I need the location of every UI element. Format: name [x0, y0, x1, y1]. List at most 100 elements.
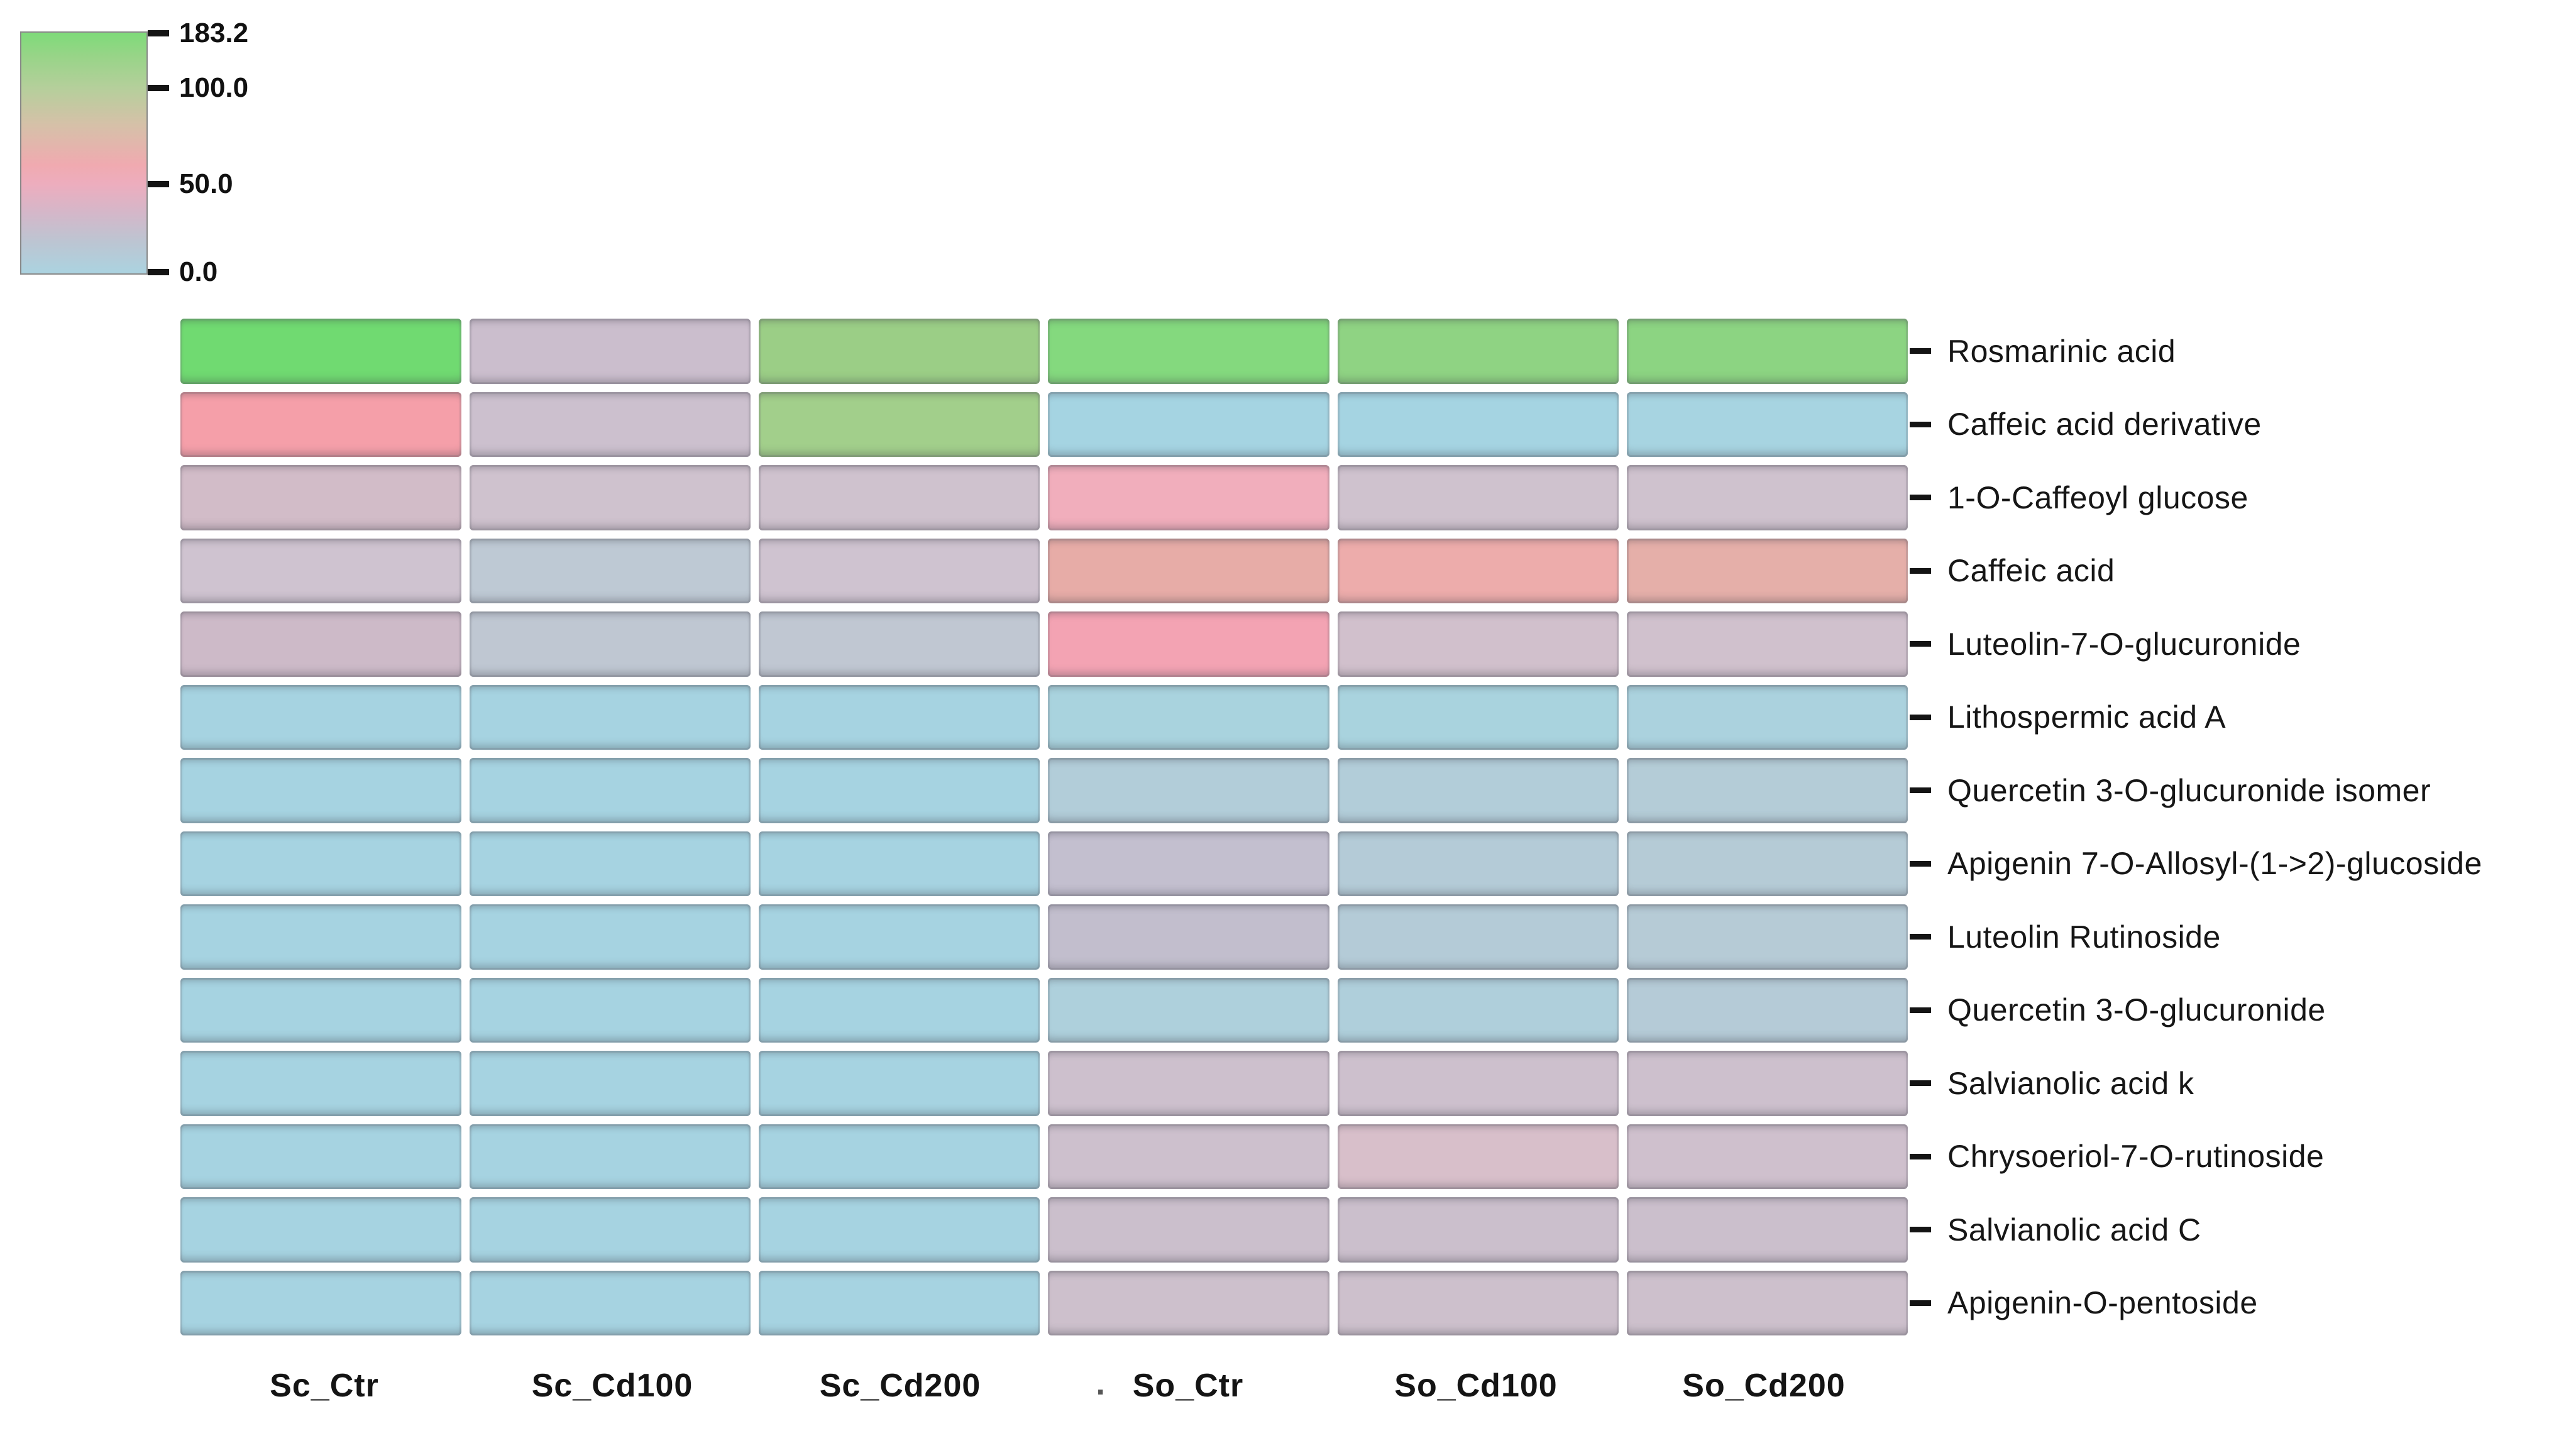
- row-label: Quercetin 3-O-glucuronide: [1947, 992, 2326, 1028]
- heatmap-cell: [470, 1051, 751, 1116]
- heatmap-cell: [1626, 1124, 1908, 1189]
- heatmap-cell: [180, 465, 462, 530]
- heatmap-cell: [1337, 1270, 1619, 1335]
- heatmap-cell: [470, 465, 751, 530]
- row-tick-dash: [1910, 1007, 1931, 1013]
- row-tick-dash: [1910, 714, 1931, 720]
- legend-tick-dash: [148, 84, 169, 91]
- heatmap-cell: [1048, 392, 1329, 457]
- row-label-line: Lithospermic acid A: [1910, 685, 2576, 750]
- heatmap-cell: [759, 904, 1040, 970]
- row-label-line: Quercetin 3-O-glucuronide: [1910, 978, 2576, 1043]
- row-label-line: Salvianolic acid C: [1910, 1197, 2576, 1263]
- heatmap-cell: [1337, 977, 1619, 1043]
- legend-tick-dash: [148, 269, 169, 276]
- heatmap-cell: [1337, 611, 1619, 677]
- heatmap-cell: [1337, 1197, 1619, 1263]
- heatmap-cell: [1337, 684, 1619, 750]
- heatmap-cell: [180, 319, 462, 384]
- heatmap-cell: [1048, 1270, 1329, 1335]
- heatmap-cell: [180, 684, 462, 750]
- heatmap-cell: [1626, 1051, 1908, 1116]
- heatmap-cell: [1337, 758, 1619, 823]
- row-tick-dash: [1910, 1300, 1931, 1306]
- heatmap-cell: [470, 319, 751, 384]
- row-tick-dash: [1910, 641, 1931, 647]
- heatmap-cell: [1626, 831, 1908, 896]
- row-label: Caffeic acid: [1947, 553, 2115, 589]
- heatmap-cell: [180, 1270, 462, 1335]
- row-tick-dash: [1910, 495, 1931, 501]
- row-label-line: Quercetin 3-O-glucuronide isomer: [1910, 758, 2576, 823]
- heatmap-cell: [1048, 319, 1329, 384]
- heatmap-cell: [759, 1197, 1040, 1263]
- color-scale-gradient: [20, 31, 148, 275]
- row-label: Luteolin-7-O-glucuronide: [1947, 626, 2301, 662]
- heatmap-cell: [180, 758, 462, 823]
- heatmap-cell: [1048, 1051, 1329, 1116]
- heatmap-cell: [470, 831, 751, 896]
- heatmap-cell: [180, 1197, 462, 1263]
- heatmap-cell: [1626, 684, 1908, 750]
- heatmap-cell: [1626, 392, 1908, 457]
- heatmap-cell: [1626, 1197, 1908, 1263]
- heatmap-cell: [470, 1270, 751, 1335]
- heatmap-cell: [1048, 904, 1329, 970]
- heatmap-cell: [1337, 831, 1619, 896]
- heatmap-cell: [759, 1051, 1040, 1116]
- heatmap-cell: [759, 1124, 1040, 1189]
- heatmap-cell: [1048, 1124, 1329, 1189]
- heatmap-cell: [759, 758, 1040, 823]
- row-tick-dash: [1910, 348, 1931, 354]
- heatmap-cell: [1626, 319, 1908, 384]
- row-tick-dash: [1910, 934, 1931, 940]
- row-label-line: Caffeic acid: [1910, 539, 2576, 604]
- heatmap-cell: [470, 758, 751, 823]
- legend-tick-dash: [148, 180, 169, 187]
- heatmap-cell: [759, 831, 1040, 896]
- row-label: Salvianolic acid C: [1947, 1212, 2201, 1247]
- heatmap-cell: [759, 1270, 1040, 1335]
- heatmap-cell: [470, 1197, 751, 1263]
- row-label: Salvianolic acid k: [1947, 1065, 2194, 1101]
- row-tick-dash: [1910, 860, 1931, 867]
- heatmap-cell: [1048, 831, 1329, 896]
- heatmap-cell: [1626, 538, 1908, 603]
- row-label: Apigenin-O-pentoside: [1947, 1285, 2258, 1321]
- row-label-line: 1-O-Caffeoyl glucose: [1910, 465, 2576, 530]
- row-label: Chrysoeriol-7-O-rutinoside: [1947, 1139, 2325, 1175]
- heatmap-cell: [1337, 538, 1619, 603]
- row-label: Lithospermic acid A: [1947, 699, 2226, 735]
- heatmap-cell: [1337, 319, 1619, 384]
- heatmap-cell: [1048, 611, 1329, 677]
- row-tick-dash: [1910, 567, 1931, 574]
- row-label-line: Rosmarinic acid: [1910, 319, 2576, 384]
- heatmap-cell: [1626, 977, 1908, 1043]
- stray-dot-artifact: .: [1096, 1366, 1106, 1402]
- row-label-line: Salvianolic acid k: [1910, 1051, 2576, 1116]
- heatmap-grid: [180, 319, 1908, 1335]
- legend-tick-dash: [148, 30, 169, 37]
- row-label-line: Luteolin Rutinoside: [1910, 904, 2576, 970]
- heatmap-cell: [180, 831, 462, 896]
- column-label: Sc_Cd100: [531, 1367, 693, 1404]
- heatmap-cell: [180, 392, 462, 457]
- heatmap-cell: [1337, 465, 1619, 530]
- row-label: Quercetin 3-O-glucuronide isomer: [1947, 772, 2431, 808]
- color-scale-legend: 183.2 100.0 50.0 0.0: [20, 19, 347, 308]
- heatmap-cell: [1048, 538, 1329, 603]
- heatmap-cell: [1048, 465, 1329, 530]
- heatmap-cell: [470, 392, 751, 457]
- heatmap-cell: [470, 977, 751, 1043]
- heatmap-cell: [470, 904, 751, 970]
- row-labels: Rosmarinic acid Caffeic acid derivative 1-…: [1910, 319, 2576, 1335]
- heatmap-cell: [759, 392, 1040, 457]
- heatmap-cell: [180, 611, 462, 677]
- heatmap-cell: [1337, 904, 1619, 970]
- row-tick-dash: [1910, 1080, 1931, 1087]
- heatmap-cell: [470, 538, 751, 603]
- row-label-line: Luteolin-7-O-glucuronide: [1910, 611, 2576, 677]
- heatmap-cell: [470, 611, 751, 677]
- heatmap-cell: [470, 684, 751, 750]
- heatmap-cell: [180, 538, 462, 603]
